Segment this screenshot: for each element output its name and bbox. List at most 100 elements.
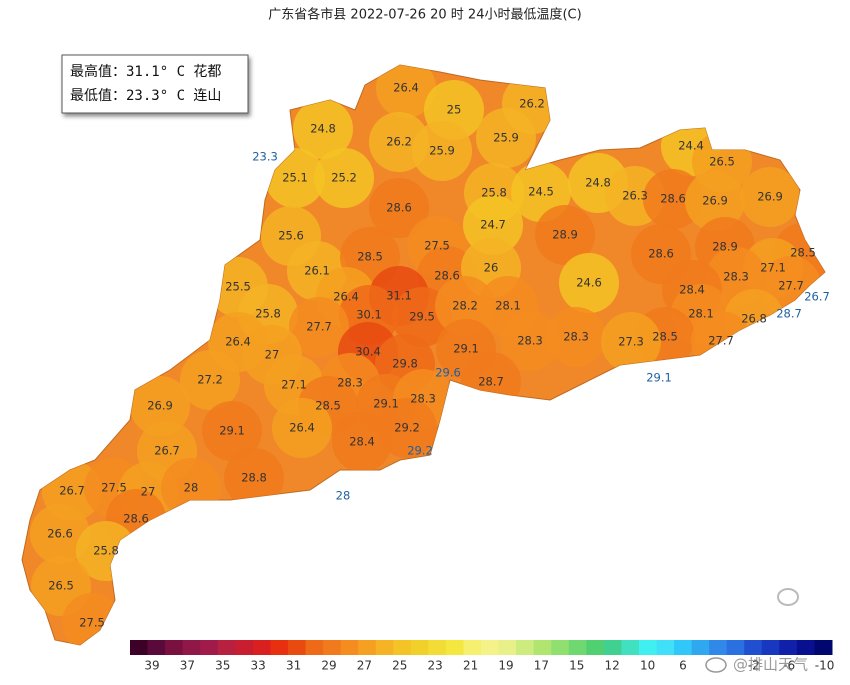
region-fill (314, 148, 374, 208)
region-label: 24.6 (576, 276, 602, 290)
region-fill (332, 412, 392, 472)
region-label: 27.5 (424, 239, 450, 253)
colorbar-label: 23 (428, 659, 443, 673)
region-label: 25.2 (331, 171, 357, 185)
colorbar-cell (358, 640, 377, 655)
colorbar-cell (340, 640, 359, 655)
colorbar-cell (393, 640, 412, 655)
region-label: 26.4 (393, 81, 419, 95)
colorbar-cell (761, 640, 780, 655)
region-label: 26.9 (702, 194, 728, 208)
colorbar-cell (270, 640, 289, 655)
region-fill (463, 195, 523, 255)
colorbar-cell (445, 640, 464, 655)
colorbar-label: 25 (392, 659, 407, 673)
region-label: 25.6 (278, 229, 304, 243)
colorbar-cell (147, 640, 166, 655)
region-label: 27.3 (618, 335, 644, 349)
region-label: 28 (184, 481, 199, 495)
region-label: 29.1 (453, 342, 479, 356)
region-fill (546, 307, 606, 367)
colorbar-label: 12 (605, 659, 620, 673)
region-label: 28.3 (337, 376, 363, 390)
region-label: 29.6 (435, 366, 461, 380)
colorbar-label: 31 (286, 659, 301, 673)
region-label: 25 (447, 103, 462, 117)
region-label: 25.9 (493, 131, 519, 145)
region-fill (293, 99, 353, 159)
region-label: 28.2 (452, 299, 478, 313)
region-fill (180, 350, 240, 410)
region-fill (202, 401, 262, 461)
region-label: 28.3 (563, 330, 589, 344)
colorbar: 39373533312927252321191715121062-2-6-10 (130, 640, 834, 673)
colorbar-cell (287, 640, 306, 655)
region-label: 28.3 (723, 270, 749, 284)
region-fill (377, 398, 437, 458)
region-label: 25.9 (429, 144, 455, 158)
region-label: 28.3 (410, 392, 436, 406)
region-label: 28.6 (434, 269, 460, 283)
colorbar-cell (165, 640, 184, 655)
region-fill (369, 178, 429, 238)
colorbar-cell (305, 640, 324, 655)
region-fill (30, 504, 90, 564)
region-label: 25.8 (93, 544, 119, 558)
region-label: 24.5 (528, 185, 554, 199)
region-label: 27.7 (778, 279, 804, 293)
region-label: 28.5 (652, 330, 678, 344)
colorbar-cell (656, 640, 675, 655)
colorbar-label: 19 (498, 659, 513, 673)
colorbar-cell (516, 640, 535, 655)
region-label: 26.7 (804, 290, 830, 304)
region-label: 29.2 (407, 444, 433, 458)
region-label: 28.1 (495, 299, 521, 313)
colorbar-cell (182, 640, 201, 655)
region-fill (435, 276, 495, 336)
region-label: 27.5 (79, 616, 105, 630)
region-label: 26 (484, 261, 499, 275)
region-label: 30.4 (355, 345, 381, 359)
region-label: 28.6 (660, 192, 686, 206)
region-fill (376, 65, 436, 118)
region-fill (224, 448, 284, 508)
region-label: 26.7 (154, 444, 180, 458)
region-label: 28.6 (123, 512, 149, 526)
title: 广东省各市县 2022-07-26 20 时 24小时最低温度(C) (268, 7, 581, 23)
region-label: 28.7 (478, 375, 504, 389)
colorbar-cell (235, 640, 254, 655)
region-fill (289, 297, 349, 357)
region-label: 25.8 (481, 186, 507, 200)
colorbar-cell (779, 640, 798, 655)
region-label: 26.4 (333, 290, 359, 304)
region-label: 26.4 (225, 335, 251, 349)
region-fill (685, 171, 745, 231)
region-label: 26.9 (757, 190, 783, 204)
region-label: 28.1 (688, 307, 714, 321)
colorbar-cell (217, 640, 236, 655)
region-label: 24.7 (480, 218, 506, 232)
region-fill (601, 312, 661, 372)
colorbar-cell (533, 640, 552, 655)
colorbar-label: 27 (357, 659, 372, 673)
region-label: 28.3 (517, 334, 543, 348)
region-label: 26.3 (622, 189, 648, 203)
colorbar-cell (603, 640, 622, 655)
region-label: 26.8 (741, 312, 767, 326)
region-label: 27.7 (306, 320, 332, 334)
region-fill (476, 108, 536, 168)
region-label: 29.1 (373, 397, 399, 411)
region-label: 29.1 (219, 424, 245, 438)
region-label: 25.1 (282, 171, 308, 185)
colorbar-cell (709, 640, 728, 655)
region-label: 26.5 (48, 579, 74, 593)
region-label: 28.4 (679, 283, 705, 297)
colorbar-label: 10 (640, 659, 655, 673)
min-line: 最低值：23.3° C 连山 (70, 88, 221, 104)
colorbar-cell (323, 640, 342, 655)
region-label: 28.5 (357, 250, 383, 264)
region-label: 27.1 (760, 261, 786, 275)
colorbar-label: -6 (783, 659, 795, 673)
weibo-icon (705, 657, 727, 673)
region-label: 26.9 (147, 399, 173, 413)
